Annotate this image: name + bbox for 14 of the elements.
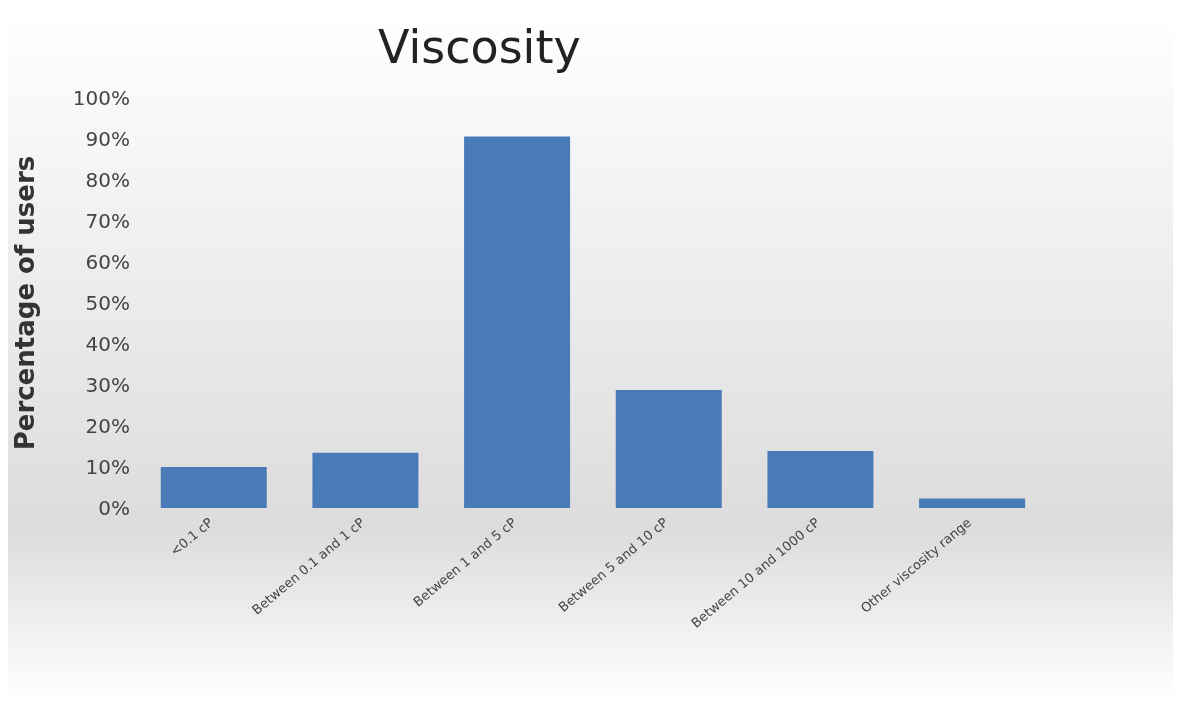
y-tick-label: 60% <box>85 250 130 275</box>
y-tick-label: 70% <box>85 209 130 234</box>
y-tick-label: 30% <box>85 373 130 398</box>
y-tick-label: 80% <box>85 168 130 193</box>
y-tick-label: 90% <box>85 127 130 152</box>
chart-title: Viscosity <box>378 20 581 74</box>
y-tick-label: 40% <box>85 332 130 357</box>
y-tick-label: 10% <box>85 455 130 480</box>
y-axis-title: Percentage of users <box>10 155 41 451</box>
y-tick-label: 100% <box>72 86 130 111</box>
x-tick-label: <0.1 cP <box>167 514 216 559</box>
y-tick-label: 20% <box>85 414 130 439</box>
y-tick-label: 0% <box>98 496 130 521</box>
y-tick-label: 50% <box>85 291 130 316</box>
